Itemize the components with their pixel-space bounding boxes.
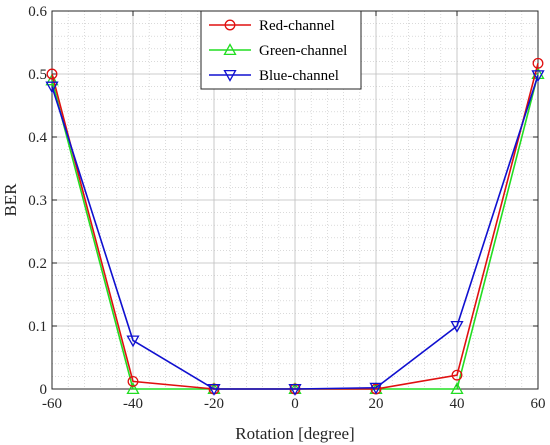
legend-marker-blue-channel: [223, 69, 237, 82]
data-point-red-channel: [127, 375, 139, 387]
legend-label-blue-channel: Blue-channel: [259, 68, 339, 84]
x-tick-label: 40: [450, 396, 465, 412]
series-blue-channel: [45, 70, 545, 396]
legend-item-green-channel: Green-channel: [209, 43, 347, 59]
legend-item-red-channel: Red-channel: [209, 18, 335, 34]
legend: Red-channel Green-channel Blue-channel: [200, 10, 362, 90]
legend-label-green-channel: Green-channel: [259, 43, 347, 59]
y-tick-label: 0.1: [28, 319, 47, 335]
series-line-blue-channel: [51, 75, 539, 390]
data-point-red-channel: [451, 369, 463, 381]
x-tick-label: 60: [531, 396, 546, 412]
y-tick-label: 0.6: [28, 4, 47, 20]
legend-label-red-channel: Red-channel: [259, 18, 335, 34]
data-point-green-channel: [126, 382, 140, 395]
data-point-blue-channel: [45, 81, 59, 94]
x-tick-label: -40: [123, 396, 143, 412]
data-point-blue-channel: [531, 70, 545, 83]
x-tick-labels: -60 -40 -20 0 20 40 60: [42, 396, 546, 412]
legend-marker-red-channel: [224, 19, 236, 31]
y-tick-label: 0.5: [28, 67, 47, 83]
legend-marker-green-channel: [223, 43, 237, 56]
y-tick-label: 0.2: [28, 256, 47, 272]
data-point-blue-channel: [288, 383, 302, 396]
x-tick-label: -20: [204, 396, 224, 412]
y-axis-label: BER: [1, 183, 20, 217]
x-tick-label: 0: [291, 396, 299, 412]
data-point-green-channel: [450, 382, 464, 395]
x-axis-label: Rotation [degree]: [235, 424, 354, 443]
x-tick-label: -60: [42, 396, 62, 412]
y-tick-label: 0.3: [28, 193, 47, 209]
data-point-blue-channel: [126, 335, 140, 348]
data-point-green-channel: [45, 73, 59, 86]
data-point-blue-channel: [450, 320, 464, 333]
y-tick-label: 0.4: [28, 130, 47, 146]
data-point-blue-channel: [369, 382, 383, 395]
series-layer: [45, 57, 545, 396]
data-point-blue-channel: [207, 383, 221, 396]
y-tick-label: 0: [40, 382, 48, 398]
legend-item-blue-channel: Blue-channel: [209, 68, 339, 84]
data-point-red-channel: [46, 68, 58, 80]
y-tick-labels: 0 0.1 0.2 0.3 0.4 0.5 0.6: [28, 4, 47, 398]
x-tick-label: 20: [369, 396, 384, 412]
data-point-red-channel: [532, 57, 544, 69]
